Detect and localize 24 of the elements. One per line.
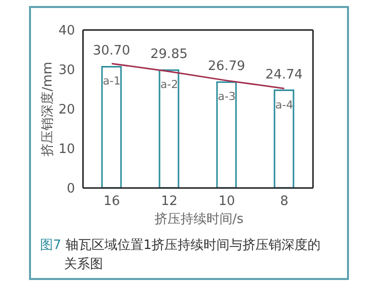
y-tick-label: 30 xyxy=(58,63,75,78)
x-axis-title: 挤压持续时间/s xyxy=(153,211,245,228)
y-tick-label: 0 xyxy=(66,182,75,197)
text: 图7 轴瓦区域位置1挤压持续时间与挤压销深度的关系图 xyxy=(40,237,322,274)
data-label: 30.70 xyxy=(92,44,130,59)
annotation: a-3 xyxy=(218,90,236,104)
y-tick-label: 10 xyxy=(58,142,75,158)
annotation: a-4 xyxy=(275,98,294,112)
y-tick-label: 40 xyxy=(58,24,75,39)
y-axis-title: 挤压销深度/mm xyxy=(40,62,56,156)
x-tick-label: 10 xyxy=(218,194,236,210)
data-label: 24.74 xyxy=(265,67,303,82)
data-label: 26.79 xyxy=(208,59,246,74)
x-tick-label: 8 xyxy=(280,194,288,210)
data-label: 29.85 xyxy=(150,47,188,62)
bar xyxy=(101,66,122,188)
bar xyxy=(158,69,180,188)
x-tick-label: 16 xyxy=(103,194,120,210)
bar xyxy=(274,90,294,188)
annotation: a-2 xyxy=(160,78,178,92)
bar xyxy=(216,81,237,188)
annotation: a-1 xyxy=(102,74,121,88)
y-tick-label: 20 xyxy=(58,102,75,118)
x-tick-label: 12 xyxy=(160,194,178,210)
